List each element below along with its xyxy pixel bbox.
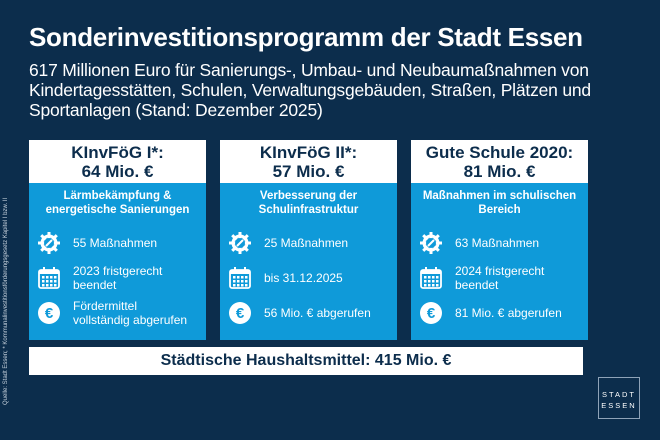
program-amount: 57 Mio. € [272,162,345,181]
gear-wrench-icon [420,231,442,254]
gear-wrench-icon [38,231,60,254]
funds-text: Fördermittel vollständig abgerufen [73,298,188,327]
funds-row: €81 Mio. € abgerufen [419,295,580,330]
page-title: Sonderinvestitionsprogramm der Stadt Ess… [29,22,583,52]
measures-row: 55 Maßnahmen [37,225,198,260]
calendar-icon [38,266,60,289]
program-card: KInvFöG II*: 57 Mio. € Verbesserung der S… [220,140,397,340]
svg-text:€: € [427,305,436,322]
program-focus: Verbesserung der Schulinfrastruktur [258,190,359,216]
measures-text: 55 Maßnahmen [73,235,158,250]
program-name: KInvFöG I*: [71,143,164,162]
measures-text: 63 Maßnahmen [455,235,540,250]
calendar-icon [420,266,442,289]
gear-wrench-icon [229,231,251,254]
deadline-text: bis 31.12.2025 [264,270,343,285]
deadline-row: 2024 fristgerecht beendet [419,260,580,295]
program-name: Gute Schule 2020: [425,143,574,162]
svg-text:€: € [45,305,54,322]
measures-text: 25 Maßnahmen [264,235,349,250]
euro-icon: € [229,301,251,324]
funds-text: 56 Mio. € abgerufen [264,305,371,320]
calendar-icon [229,266,251,289]
measures-row: 25 Maßnahmen [228,225,389,260]
card-body: Maßnahmen im schulischen Bereich 63 Maßn… [411,183,588,340]
deadline-row: 2023 fristgerecht beendet [37,260,198,295]
deadline-text: 2023 fristgerecht beendet [73,263,163,292]
logo-line: ESSEN [601,401,637,410]
program-amount: 81 Mio. € [463,162,536,181]
deadline-row: bis 31.12.2025 [228,260,389,295]
funds-row: € Fördermittel vollständig abgerufen [37,295,198,330]
euro-icon: € [420,301,442,324]
source-note: Quelle: Stadt Essen; * Kommunalinvestiti… [3,197,9,405]
funds-text: 81 Mio. € abgerufen [455,305,562,320]
stadt-essen-logo: STADT ESSEN [598,377,640,419]
program-name: KInvFöG II*: [259,143,358,162]
card-header: KInvFöG II*: 57 Mio. € [220,140,397,183]
card-body: Lärmbekämpfung & energetische Sanierunge… [29,183,206,340]
card-header: Gute Schule 2020: 81 Mio. € [411,140,588,183]
card-header: KInvFöG I*: 64 Mio. € [29,140,206,183]
program-amount: 64 Mio. € [81,162,154,181]
program-focus: Maßnahmen im schulischen Bereich [422,190,577,216]
program-card: KInvFöG I*: 64 Mio. € Lärmbekämpfung & en… [29,140,206,340]
program-focus: Lärmbekämpfung & energetische Sanierunge… [45,190,190,216]
svg-text:€: € [236,305,245,322]
funds-row: €56 Mio. € abgerufen [228,295,389,330]
subtitle: 617 Millionen Euro für Sanierungs-, Umba… [29,60,591,120]
measures-row: 63 Maßnahmen [419,225,580,260]
logo-line: STADT [601,390,637,399]
budget-bar: Städtische Haushaltsmittel: 415 Mio. € [29,347,583,375]
deadline-text: 2024 fristgerecht beendet [455,263,545,292]
euro-icon: € [38,301,60,324]
program-card: Gute Schule 2020: 81 Mio. € Maßnahmen im … [411,140,588,340]
card-body: Verbesserung der Schulinfrastruktur 25 M… [220,183,397,340]
